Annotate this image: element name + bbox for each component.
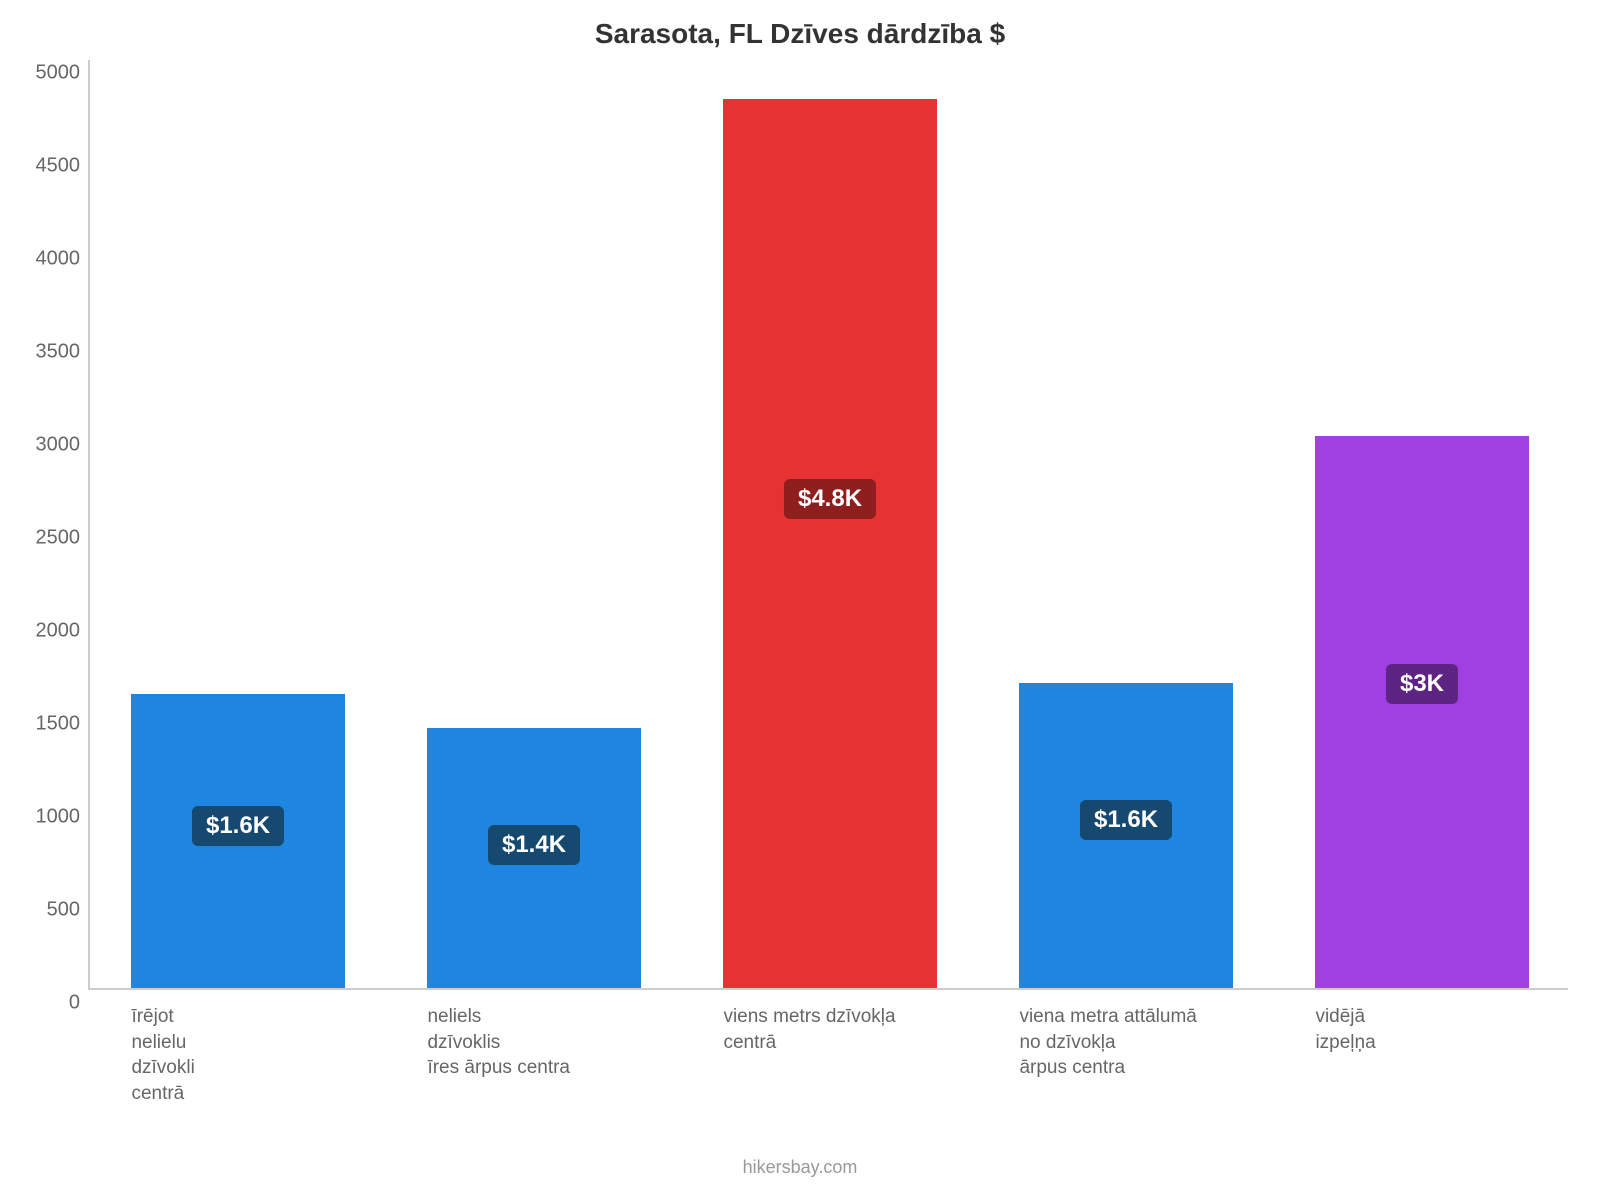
footer-attribution: hikersbay.com	[0, 1157, 1600, 1178]
bar-value-badge: $1.6K	[192, 806, 284, 846]
plot-area: 0500100015002000250030003500400045005000…	[88, 60, 1568, 990]
y-tick-label: 2500	[20, 527, 80, 550]
y-tick-label: 3500	[20, 341, 80, 364]
bar-value-badge: $4.8K	[784, 479, 876, 519]
bar-value-badge: $3K	[1386, 664, 1458, 704]
x-tick-label: neliels dzīvoklis īres ārpus centra	[427, 1004, 680, 1081]
x-tick-label: vidējā izpeļņa	[1315, 1004, 1568, 1055]
y-tick-label: 3000	[20, 434, 80, 457]
bar-value-badge: $1.4K	[488, 825, 580, 865]
y-tick-label: 1000	[20, 806, 80, 829]
bar	[1315, 436, 1528, 988]
y-tick-label: 4000	[20, 248, 80, 271]
y-tick-label: 2000	[20, 620, 80, 643]
y-tick-label: 5000	[20, 62, 80, 85]
chart-title: Sarasota, FL Dzīves dārdzība $	[0, 18, 1600, 50]
chart-container: Sarasota, FL Dzīves dārdzība $ 050010001…	[0, 0, 1600, 1200]
x-tick-label: viens metrs dzīvokļa centrā	[723, 1004, 976, 1055]
y-tick-label: 0	[20, 992, 80, 1015]
y-tick-label: 4500	[20, 155, 80, 178]
bar	[723, 99, 936, 988]
x-tick-label: īrējot nelielu dzīvokli centrā	[131, 1004, 384, 1107]
y-tick-label: 1500	[20, 713, 80, 736]
x-tick-label: viena metra attālumā no dzīvokļa ārpus c…	[1019, 1004, 1272, 1081]
bar-value-badge: $1.6K	[1080, 800, 1172, 840]
y-tick-label: 500	[20, 899, 80, 922]
